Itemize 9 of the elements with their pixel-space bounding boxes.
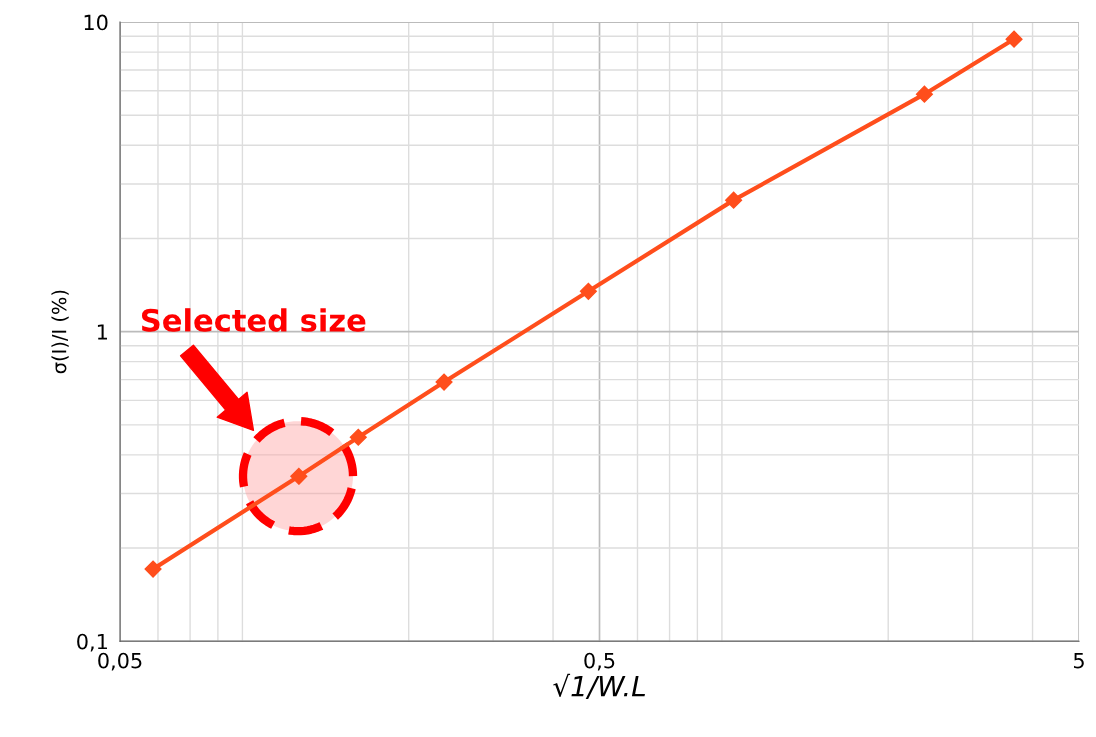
y-tick-label: 0,1 xyxy=(77,633,107,652)
x-tick-label: 0,5 xyxy=(584,652,615,671)
x-tick-label: 0,05 xyxy=(98,652,142,671)
y-tick-label: 1 xyxy=(97,324,107,340)
y-axis-title: σ(I)/I (%) xyxy=(51,290,69,374)
x-axis-title: √1/W.L xyxy=(553,673,645,699)
annotation: Selected size xyxy=(141,308,366,332)
y-tick-label: 10 xyxy=(84,14,108,31)
x-tick-label: 5 xyxy=(1073,652,1084,669)
